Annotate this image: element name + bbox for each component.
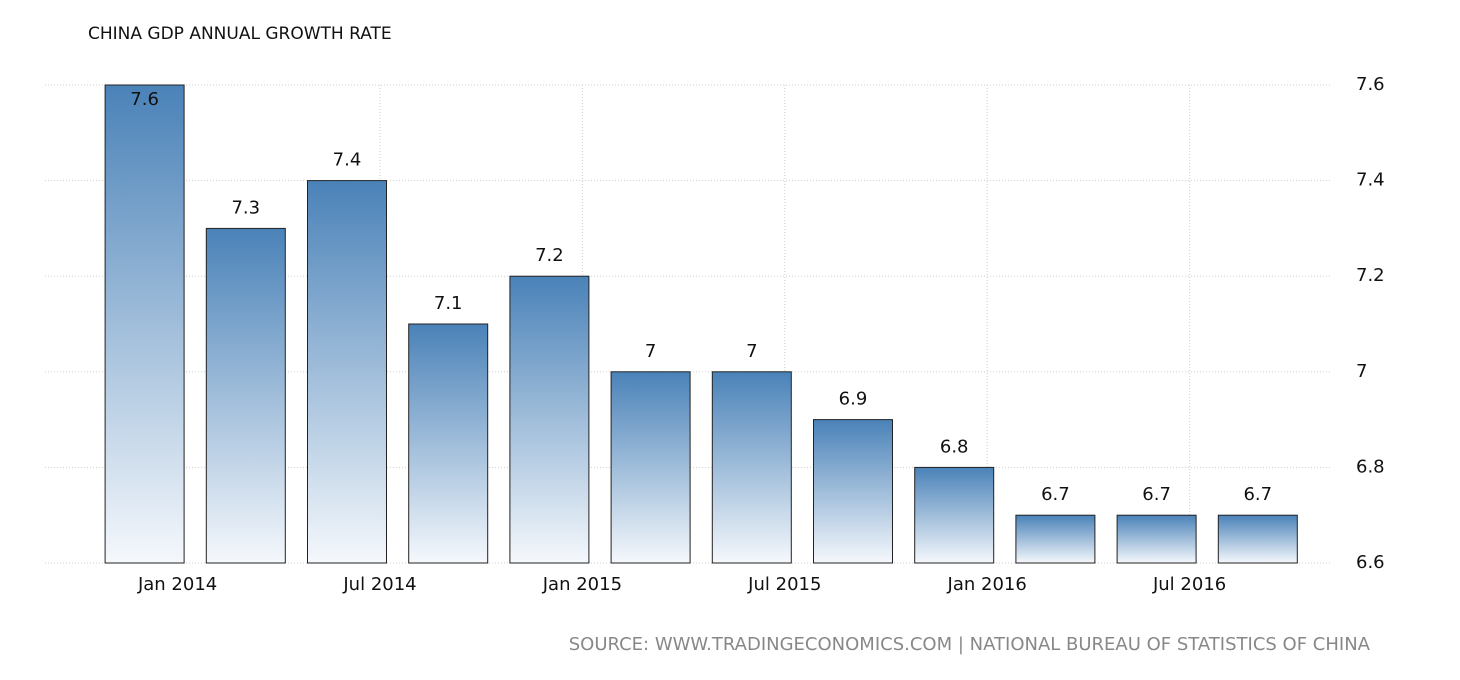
bar xyxy=(610,371,691,564)
x-tick-label: Jan 2014 xyxy=(137,574,217,595)
value-label: 6.7 xyxy=(1142,484,1171,505)
value-label: 7.6 xyxy=(130,89,159,110)
x-tick-label: Jan 2016 xyxy=(947,574,1027,595)
y-tick-label: 7.4 xyxy=(1356,170,1385,191)
bar xyxy=(205,227,286,564)
value-label: 7.1 xyxy=(434,293,463,314)
value-label: 7.3 xyxy=(231,197,260,218)
x-tick-label: Jan 2015 xyxy=(542,574,622,595)
y-tick-label: 7.2 xyxy=(1356,265,1385,286)
bar xyxy=(1015,514,1096,564)
bar xyxy=(914,466,995,564)
bar xyxy=(307,180,387,564)
bar xyxy=(104,84,185,564)
value-label: 7.4 xyxy=(333,150,362,171)
bar xyxy=(813,419,893,564)
value-label: 6.7 xyxy=(1041,484,1070,505)
bar xyxy=(1217,514,1298,564)
bar xyxy=(509,275,590,564)
value-label: 6.9 xyxy=(839,389,868,410)
chart-title: CHINA GDP ANNUAL GROWTH RATE xyxy=(88,24,392,44)
source: SOURCE: WWW.TRADINGECONOMICS.COM | NATIO… xyxy=(569,634,1371,655)
x-tick-label: Jul 2016 xyxy=(1152,574,1226,595)
value-label: 7 xyxy=(645,341,656,362)
x-tick-label: Jul 2014 xyxy=(342,574,416,595)
y-tick-label: 7.6 xyxy=(1356,74,1385,95)
value-label: 6.7 xyxy=(1243,484,1272,505)
y-tick-label: 6.8 xyxy=(1356,456,1385,477)
value-label: 7 xyxy=(746,341,757,362)
bar xyxy=(711,371,792,564)
x-tick-label: Jul 2015 xyxy=(747,574,821,595)
y-tick-label: 7 xyxy=(1356,361,1367,382)
bar xyxy=(1116,514,1197,564)
bar xyxy=(408,323,489,564)
value-label: 7.2 xyxy=(535,245,564,266)
value-label: 6.8 xyxy=(940,436,969,457)
y-tick-label: 6.6 xyxy=(1356,552,1385,573)
